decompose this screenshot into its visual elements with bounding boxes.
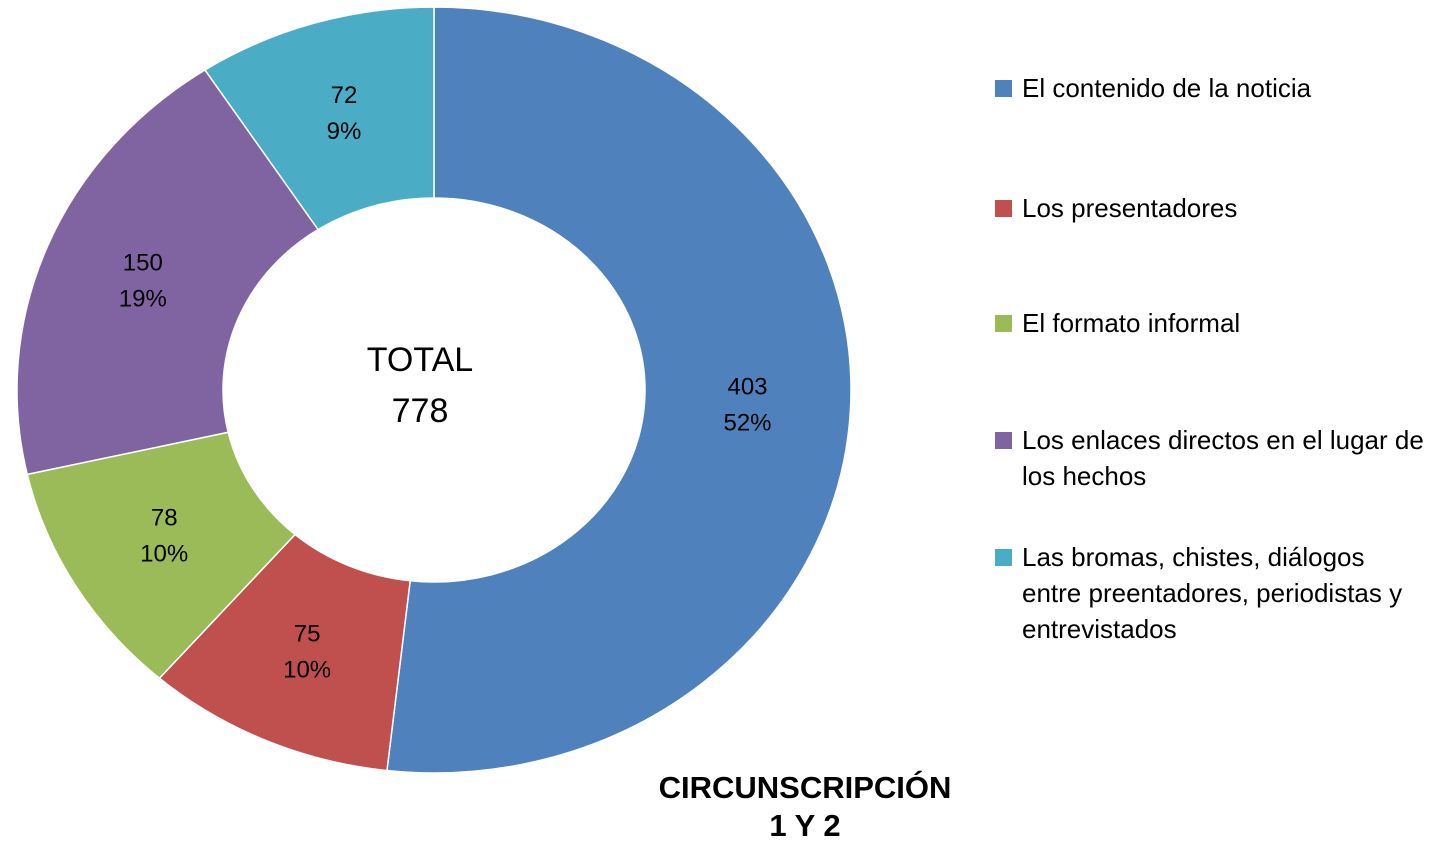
- chart-title: 1 Y 2: [769, 808, 840, 843]
- legend-label: Los enlaces directos en el lugar de los …: [1022, 425, 1424, 491]
- legend-item: Los enlaces directos en el lugar de los …: [995, 422, 1435, 494]
- legend-swatch: [995, 549, 1012, 566]
- center-total: 778: [392, 392, 449, 430]
- legend-swatch: [995, 80, 1012, 97]
- legend-swatch: [995, 200, 1012, 217]
- legend-label: Los presentadores: [1022, 193, 1238, 223]
- legend-label: El formato informal: [1022, 308, 1241, 338]
- legend-item: Las bromas, chistes, diálogos entre pree…: [995, 539, 1435, 647]
- data-label: 403: [727, 374, 767, 401]
- data-label: 78: [151, 504, 178, 531]
- donut-slice: [26, 431, 297, 680]
- legend-item: El formato informal: [995, 305, 1435, 341]
- legend-swatch: [995, 315, 1012, 332]
- data-label: 75: [294, 620, 321, 647]
- center-label: TOTAL: [367, 341, 473, 379]
- legend-item: El contenido de la noticia: [995, 70, 1435, 106]
- percent-label: 10%: [283, 656, 331, 683]
- percent-label: 19%: [119, 286, 167, 313]
- percent-label: 10%: [140, 540, 188, 567]
- donut-slice: [386, 6, 852, 774]
- legend-item: Los presentadores: [995, 190, 1435, 226]
- chart-title: CIRCUNSCRIPCIÓN: [659, 769, 952, 805]
- legend-label: Las bromas, chistes, diálogos entre pree…: [1022, 542, 1403, 644]
- legend-swatch: [995, 432, 1012, 449]
- data-label: 150: [123, 250, 163, 277]
- donut-slice: [16, 68, 320, 476]
- legend-label: El contenido de la noticia: [1022, 73, 1312, 103]
- percent-label: 52%: [723, 410, 771, 437]
- percent-label: 9%: [327, 118, 362, 145]
- donut-slice: [203, 6, 435, 231]
- data-label: 72: [331, 82, 358, 109]
